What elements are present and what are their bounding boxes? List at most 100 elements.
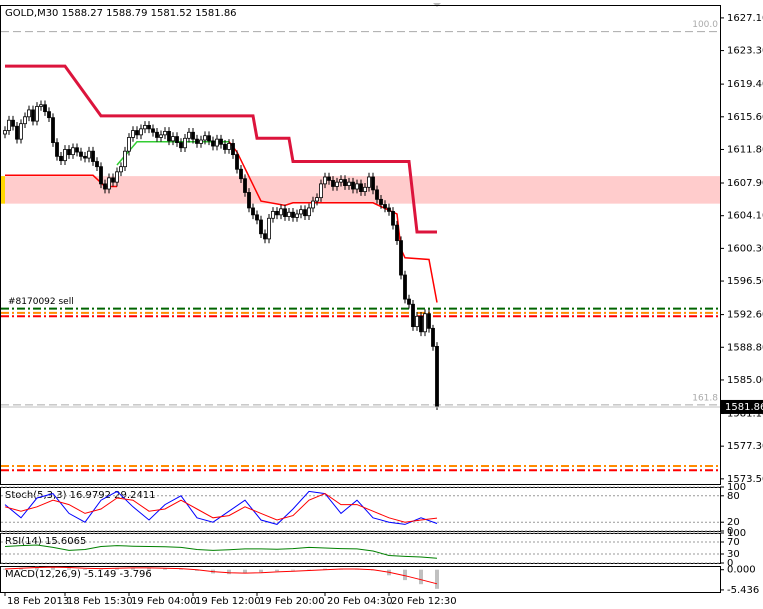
candle-body — [323, 176, 327, 185]
histogram-bar — [419, 569, 423, 585]
panel-frame — [0, 487, 721, 532]
y-tick-label: 1573.50 — [727, 474, 763, 485]
candle-body — [55, 142, 59, 157]
candle-body — [259, 219, 263, 235]
candle-body — [303, 209, 307, 217]
candle-body — [307, 207, 311, 217]
candle-body — [75, 147, 79, 153]
candle-body — [95, 161, 99, 168]
y-tick-label: 1615.60 — [727, 112, 763, 123]
indicator-line — [5, 64, 437, 234]
histogram-bar — [179, 568, 183, 570]
histogram-bar — [35, 566, 39, 570]
histogram-bar — [323, 568, 327, 570]
candle-body — [355, 183, 359, 190]
candle-body — [251, 207, 255, 216]
candle-body — [191, 131, 195, 140]
candle-body — [199, 139, 203, 144]
y-tick-label: 70 — [727, 537, 740, 548]
candle-body — [231, 143, 235, 156]
panel-title: MACD(12,26,9) -5.149 -3.796 — [5, 569, 152, 580]
candle-body — [71, 147, 75, 156]
last-price-box — [721, 399, 763, 414]
histogram-bar — [131, 567, 135, 570]
candle-body — [359, 183, 363, 193]
candle-body — [419, 315, 423, 333]
last-price-label: 1581.86 — [725, 402, 763, 413]
y-tick-label: 1588.80 — [727, 342, 763, 353]
y-tick-label: -5.436 — [727, 585, 759, 596]
histogram-bar — [243, 569, 247, 574]
candle-body — [283, 208, 287, 217]
candle-body — [147, 124, 151, 130]
x-tick-label: 19 Feb 20:00 — [259, 596, 325, 607]
candle-body — [215, 138, 219, 147]
signal-line — [4, 566, 438, 585]
candle-body — [423, 313, 427, 333]
candle-body — [207, 135, 211, 142]
y-tick-label: 1607.90 — [727, 178, 763, 189]
candle-body — [335, 181, 339, 187]
candle-body — [179, 142, 183, 149]
candle-body — [263, 233, 267, 240]
fib-label: 100.0 — [692, 20, 718, 30]
candle-body — [159, 134, 163, 138]
candle-body — [163, 131, 167, 136]
candle-body — [291, 211, 295, 218]
candle-body — [343, 179, 347, 186]
y-tick-label: 0 — [727, 526, 733, 537]
candle-body — [119, 166, 123, 173]
candle-body — [87, 150, 91, 159]
candle-body — [363, 186, 367, 193]
candle-body — [187, 131, 191, 139]
x-tick-label: 19 Feb 04:00 — [131, 596, 197, 607]
panel-frame — [0, 566, 721, 593]
x-tick-label: 19 Feb 12:00 — [195, 596, 261, 607]
y-tick-label: 1627.10 — [727, 13, 763, 24]
candle-body — [247, 192, 251, 209]
candle-body — [411, 303, 415, 328]
candle-body — [431, 327, 435, 347]
candle-body — [267, 217, 271, 240]
panel-frame — [0, 533, 721, 564]
histogram-bar — [259, 569, 263, 573]
candle-body — [235, 154, 239, 170]
y-tick-label: 0.000 — [727, 565, 756, 576]
histogram-bar — [403, 569, 407, 581]
candle-body — [167, 131, 171, 142]
candle-body — [115, 171, 119, 183]
candle-body — [23, 116, 27, 125]
candle-body — [327, 176, 331, 181]
y-tick-label: 100 — [727, 482, 746, 493]
candle-body — [395, 224, 399, 242]
candle-body — [379, 198, 383, 205]
candle-body — [387, 207, 391, 212]
panel-title: GOLD,M30 1588.27 1588.79 1581.52 1581.86 — [5, 8, 237, 19]
candle-body — [319, 183, 323, 199]
candle-body — [287, 211, 291, 217]
candle-body — [135, 130, 139, 136]
candle-body — [243, 178, 247, 193]
histogram-bar — [147, 567, 151, 570]
histogram-bar — [195, 569, 199, 571]
candle-body — [7, 119, 11, 131]
candle-body — [311, 200, 315, 209]
candle-body — [51, 117, 55, 143]
candle-body — [407, 298, 411, 305]
histogram-bar — [51, 567, 55, 570]
histogram-bar — [115, 567, 119, 570]
order-label: #8170092 sell — [8, 297, 74, 307]
y-tick-label: 20 — [727, 517, 740, 528]
candle-body — [143, 124, 147, 130]
candle-body — [43, 104, 47, 113]
candle-body — [331, 180, 335, 187]
candle-body — [11, 119, 15, 127]
zone-marker — [1, 176, 5, 204]
candle-body — [103, 183, 107, 190]
candle-body — [35, 106, 39, 122]
candle-body — [59, 155, 63, 162]
y-tick-label: 1577.30 — [727, 441, 763, 452]
candle-body — [183, 137, 187, 149]
